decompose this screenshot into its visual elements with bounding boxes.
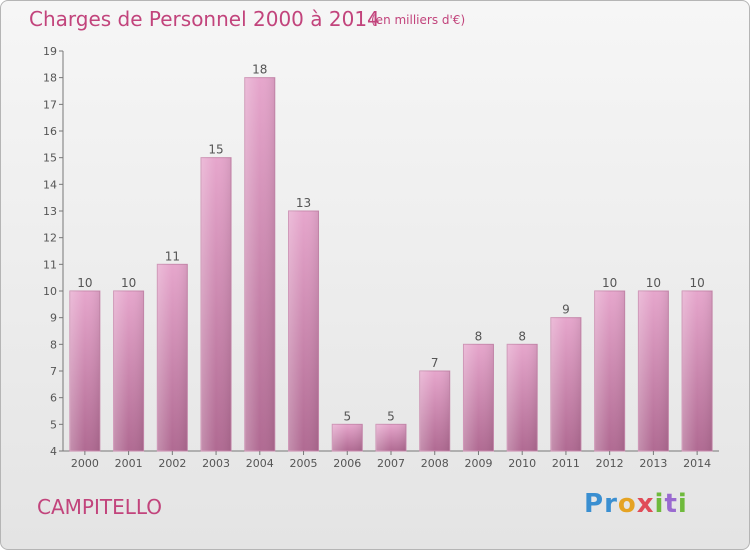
x-tick-label: 2005 bbox=[290, 457, 318, 470]
x-tick-label: 2007 bbox=[377, 457, 405, 470]
x-tick-label: 2008 bbox=[421, 457, 449, 470]
bar-shading bbox=[682, 291, 713, 451]
y-tick-label: 5 bbox=[50, 418, 57, 431]
bar-shading bbox=[113, 291, 144, 451]
y-tick-label: 13 bbox=[43, 205, 57, 218]
data-label: 13 bbox=[296, 196, 311, 210]
x-tick-label: 2003 bbox=[202, 457, 230, 470]
bar-shading bbox=[157, 264, 188, 451]
x-tick-label: 2004 bbox=[246, 457, 274, 470]
data-label: 11 bbox=[165, 249, 180, 263]
y-tick-label: 9 bbox=[50, 312, 57, 325]
bar-shading bbox=[69, 291, 100, 451]
bar-shading bbox=[332, 424, 363, 451]
data-label: 10 bbox=[121, 276, 136, 290]
bar-shading bbox=[201, 157, 232, 451]
bar-shading bbox=[376, 424, 406, 451]
y-tick-label: 15 bbox=[43, 152, 57, 165]
place-name: CAMPITELLO bbox=[37, 495, 163, 519]
y-tick-label: 4 bbox=[50, 445, 57, 458]
data-label: 5 bbox=[343, 409, 351, 423]
y-tick-label: 14 bbox=[43, 178, 57, 191]
chart-subtitle: (en milliers d'€) bbox=[371, 13, 466, 27]
y-tick-label: 6 bbox=[50, 392, 57, 405]
data-label: 9 bbox=[562, 303, 570, 317]
y-tick-label: 10 bbox=[43, 285, 57, 298]
bar-shading bbox=[419, 371, 450, 451]
data-label: 10 bbox=[646, 276, 661, 290]
x-tick-label: 2013 bbox=[639, 457, 667, 470]
data-label: 7 bbox=[431, 356, 439, 370]
x-tick-label: 2002 bbox=[158, 457, 186, 470]
bar-shading bbox=[288, 211, 319, 451]
data-label: 10 bbox=[77, 276, 92, 290]
bar-shading bbox=[244, 77, 275, 452]
proxiti-logo: Proxiti bbox=[584, 489, 688, 519]
y-tick-label: 19 bbox=[43, 45, 57, 58]
y-tick-label: 18 bbox=[43, 72, 57, 85]
data-label: 10 bbox=[689, 276, 704, 290]
y-tick-label: 7 bbox=[50, 365, 57, 378]
y-tick-label: 8 bbox=[50, 338, 57, 351]
x-tick-label: 2010 bbox=[508, 457, 536, 470]
data-label: 15 bbox=[208, 143, 223, 157]
data-label: 8 bbox=[475, 329, 483, 343]
x-tick-label: 2012 bbox=[596, 457, 624, 470]
x-tick-label: 2014 bbox=[683, 457, 711, 470]
y-tick-label: 17 bbox=[43, 98, 57, 111]
x-tick-label: 2009 bbox=[464, 457, 492, 470]
data-label: 18 bbox=[252, 63, 267, 77]
bar-shading bbox=[638, 291, 669, 451]
bar-shading bbox=[463, 344, 494, 451]
x-tick-label: 2000 bbox=[71, 457, 99, 470]
y-tick-label: 11 bbox=[43, 258, 57, 271]
bar-shading bbox=[594, 291, 625, 451]
bar-shading bbox=[550, 317, 581, 451]
y-tick-label: 16 bbox=[43, 125, 57, 138]
data-label: 5 bbox=[387, 409, 395, 423]
bar-shading bbox=[507, 344, 538, 451]
data-label: 10 bbox=[602, 276, 617, 290]
data-label: 8 bbox=[518, 329, 526, 343]
x-tick-label: 2011 bbox=[552, 457, 580, 470]
chart-title: Charges de Personnel 2000 à 2014 bbox=[29, 7, 380, 31]
y-tick-label: 12 bbox=[43, 232, 57, 245]
x-tick-label: 2006 bbox=[333, 457, 361, 470]
x-tick-label: 2001 bbox=[115, 457, 143, 470]
